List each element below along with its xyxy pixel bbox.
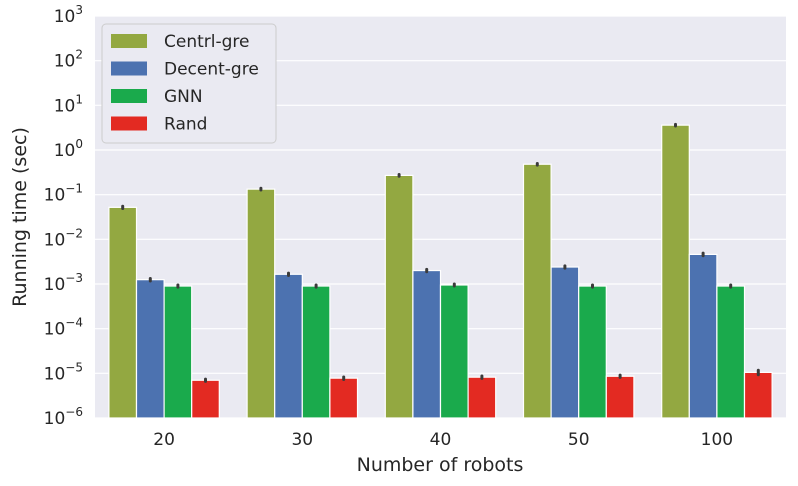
bar [246, 188, 276, 419]
x-tick-label: 50 [568, 430, 590, 450]
y-tick-label: 101 [54, 92, 83, 116]
legend-swatch [111, 89, 147, 103]
bar [274, 273, 303, 419]
legend-label: Decent-gre [164, 60, 259, 80]
y-tick-label: 10−3 [44, 271, 83, 295]
y-tick-label: 102 [54, 48, 83, 72]
y-tick-label: 10−5 [44, 360, 83, 384]
bar [163, 285, 193, 419]
bar [550, 266, 580, 419]
bar [661, 124, 690, 419]
bar [412, 269, 442, 419]
bar [191, 379, 220, 419]
legend-label: Centrl-gre [164, 32, 249, 52]
x-tick-label: 20 [153, 430, 175, 450]
legend-label: GNN [164, 87, 203, 107]
y-axis-ticks: 10−6 10−5 10−4 10−3 10−2 10−1 100 101 102 103 [44, 3, 83, 429]
bar [329, 377, 359, 419]
bar [135, 279, 165, 419]
bar [108, 206, 138, 419]
x-axis-ticks: 20 30 40 50 100 [153, 430, 733, 450]
bar [605, 375, 635, 419]
y-tick-label: 103 [54, 3, 83, 27]
legend-label: Rand [164, 115, 207, 135]
bar [743, 371, 773, 419]
error-bars [121, 122, 760, 383]
y-tick-label: 10−4 [44, 316, 83, 340]
y-tick-label: 10−1 [44, 182, 83, 206]
bars [108, 124, 773, 419]
legend-swatch [111, 116, 147, 131]
x-tick-label: 100 [701, 430, 733, 450]
y-tick-label: 10−6 [44, 405, 83, 429]
bar [688, 253, 718, 419]
bar [467, 376, 497, 419]
x-tick-label: 30 [291, 430, 313, 450]
bar [578, 285, 607, 419]
bar [301, 285, 331, 419]
y-tick-label: 10−2 [44, 226, 83, 250]
y-axis-label: Running time (sec) [9, 127, 31, 307]
legend-swatch [111, 34, 147, 48]
legend-box [101, 23, 277, 144]
legend-swatch [111, 61, 147, 76]
bar [384, 174, 414, 419]
x-tick-label: 40 [430, 430, 452, 450]
bar [522, 163, 552, 419]
legend: Centrl-gre Decent-gre GNN Rand [101, 23, 277, 144]
bar [716, 285, 746, 419]
x-axis-label: Number of robots [357, 454, 524, 476]
y-tick-label: 100 [54, 137, 83, 161]
bar [439, 284, 469, 419]
